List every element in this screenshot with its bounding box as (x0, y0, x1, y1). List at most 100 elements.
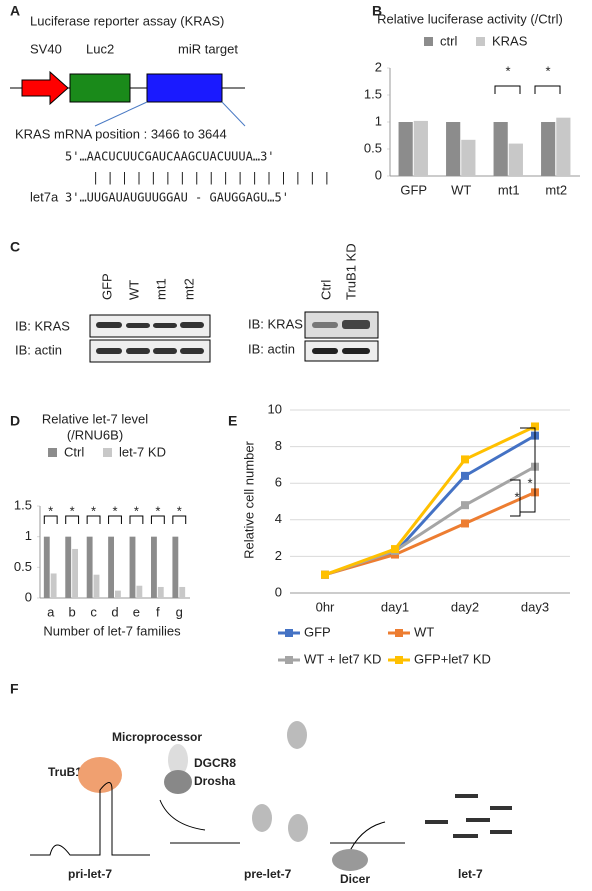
bar (86, 536, 93, 598)
sv40-arrow (21, 70, 69, 106)
x-tick-label: g (176, 604, 183, 619)
bar (43, 536, 50, 598)
line (324, 425, 536, 577)
bar (541, 122, 556, 176)
point (461, 471, 469, 480)
bracket (43, 515, 58, 524)
lane-label: GFP (99, 273, 114, 300)
zoom-line (221, 101, 246, 127)
pre-let7-shape (288, 814, 308, 842)
bracket (150, 515, 165, 524)
bar (398, 122, 413, 176)
bar (461, 139, 476, 176)
legend-marker (395, 656, 403, 664)
pri-let7-shape (30, 782, 150, 856)
panel-label: A (10, 3, 20, 19)
mir-box (146, 73, 223, 103)
sequence: 3'…UUGAUAUGUUGGAU - GAUGGAGU…5' (65, 191, 289, 205)
panel-c: C GFP WT mt1 mt2 IB: KRAS IB: actin Ctrl… (10, 239, 379, 363)
panel-a: A Luciferase reporter assay (KRAS) SV40 … (10, 3, 330, 205)
legend-marker (395, 629, 403, 637)
lane-label: WT (126, 280, 141, 300)
significance: * (177, 503, 182, 518)
panel-label: F (10, 681, 19, 697)
y-tick-label: 2 (275, 548, 282, 563)
y-tick-label: 0 (25, 589, 32, 604)
bar (413, 120, 428, 176)
x-tick-label: day3 (521, 599, 549, 614)
line (324, 490, 536, 577)
band (312, 322, 338, 328)
label: Luc2 (86, 41, 114, 56)
bar (136, 585, 143, 598)
significance: * (545, 63, 550, 78)
legend-label: Ctrl (64, 444, 84, 459)
significance: * (155, 503, 160, 518)
label: Microprocessor (112, 730, 202, 744)
lane-label: mt1 (153, 278, 168, 300)
point (461, 501, 469, 510)
luc2-box (69, 73, 131, 103)
legend-label: WT + let7 KD (304, 651, 381, 666)
bar (93, 574, 100, 598)
ib-label: IB: actin (248, 341, 295, 356)
label: miR target (178, 41, 238, 56)
y-tick-label: 1 (25, 528, 32, 543)
bar (115, 590, 121, 598)
bracket (520, 427, 536, 513)
label: Drosha (194, 774, 236, 788)
legend-label: let-7 KD (119, 444, 166, 459)
y-tick-label: 0 (275, 584, 282, 599)
y-tick-label: 1 (375, 113, 382, 128)
bracket (65, 515, 80, 524)
bar (65, 536, 72, 598)
arrow (159, 799, 206, 831)
significance: * (112, 503, 117, 518)
x-tick-label: b (69, 604, 76, 619)
significance: * (527, 475, 532, 490)
bar (50, 573, 57, 598)
legend-marker (285, 629, 293, 637)
let7-duplexes (425, 794, 512, 838)
y-tick-label: 10 (268, 401, 282, 416)
bar (446, 122, 461, 176)
panel-label: D (10, 413, 20, 429)
y-tick-label: 1.5 (14, 497, 32, 512)
ib-label: IB: KRAS (248, 316, 303, 331)
legend-label: KRAS (492, 33, 528, 48)
pairing: | | | | | | | | | | | | | | | | | (92, 171, 330, 185)
bracket (510, 479, 521, 517)
point (321, 570, 329, 579)
x-tick-label: GFP (400, 182, 427, 197)
bracket (108, 515, 122, 524)
bracket (86, 515, 101, 524)
significance: * (91, 503, 96, 518)
bar (72, 548, 78, 598)
point (531, 422, 539, 431)
dgcr8-shape (168, 744, 188, 776)
point (391, 545, 399, 554)
significance: * (48, 503, 53, 518)
lane-label: mt2 (181, 278, 196, 300)
bar (157, 586, 164, 598)
x-tick-label: f (156, 604, 160, 619)
label: pri-let-7 (68, 867, 112, 881)
trub1-shape (78, 757, 122, 793)
bar (108, 536, 114, 598)
ib-label: IB: KRAS (15, 318, 70, 333)
pre-let7-shape (287, 721, 307, 749)
bracket (129, 515, 144, 524)
band (342, 320, 370, 329)
band (342, 348, 370, 354)
bracket (494, 85, 521, 94)
label: SV40 (30, 41, 62, 56)
legend-label: GFP (304, 624, 331, 639)
zoom-line (94, 101, 148, 127)
bar (179, 586, 186, 598)
label: pre-let-7 (244, 867, 292, 881)
bands (96, 322, 204, 354)
point (461, 455, 469, 464)
x-tick-label: WT (451, 182, 471, 197)
legend-swatch (103, 448, 112, 457)
label: TruB1 (48, 765, 82, 779)
